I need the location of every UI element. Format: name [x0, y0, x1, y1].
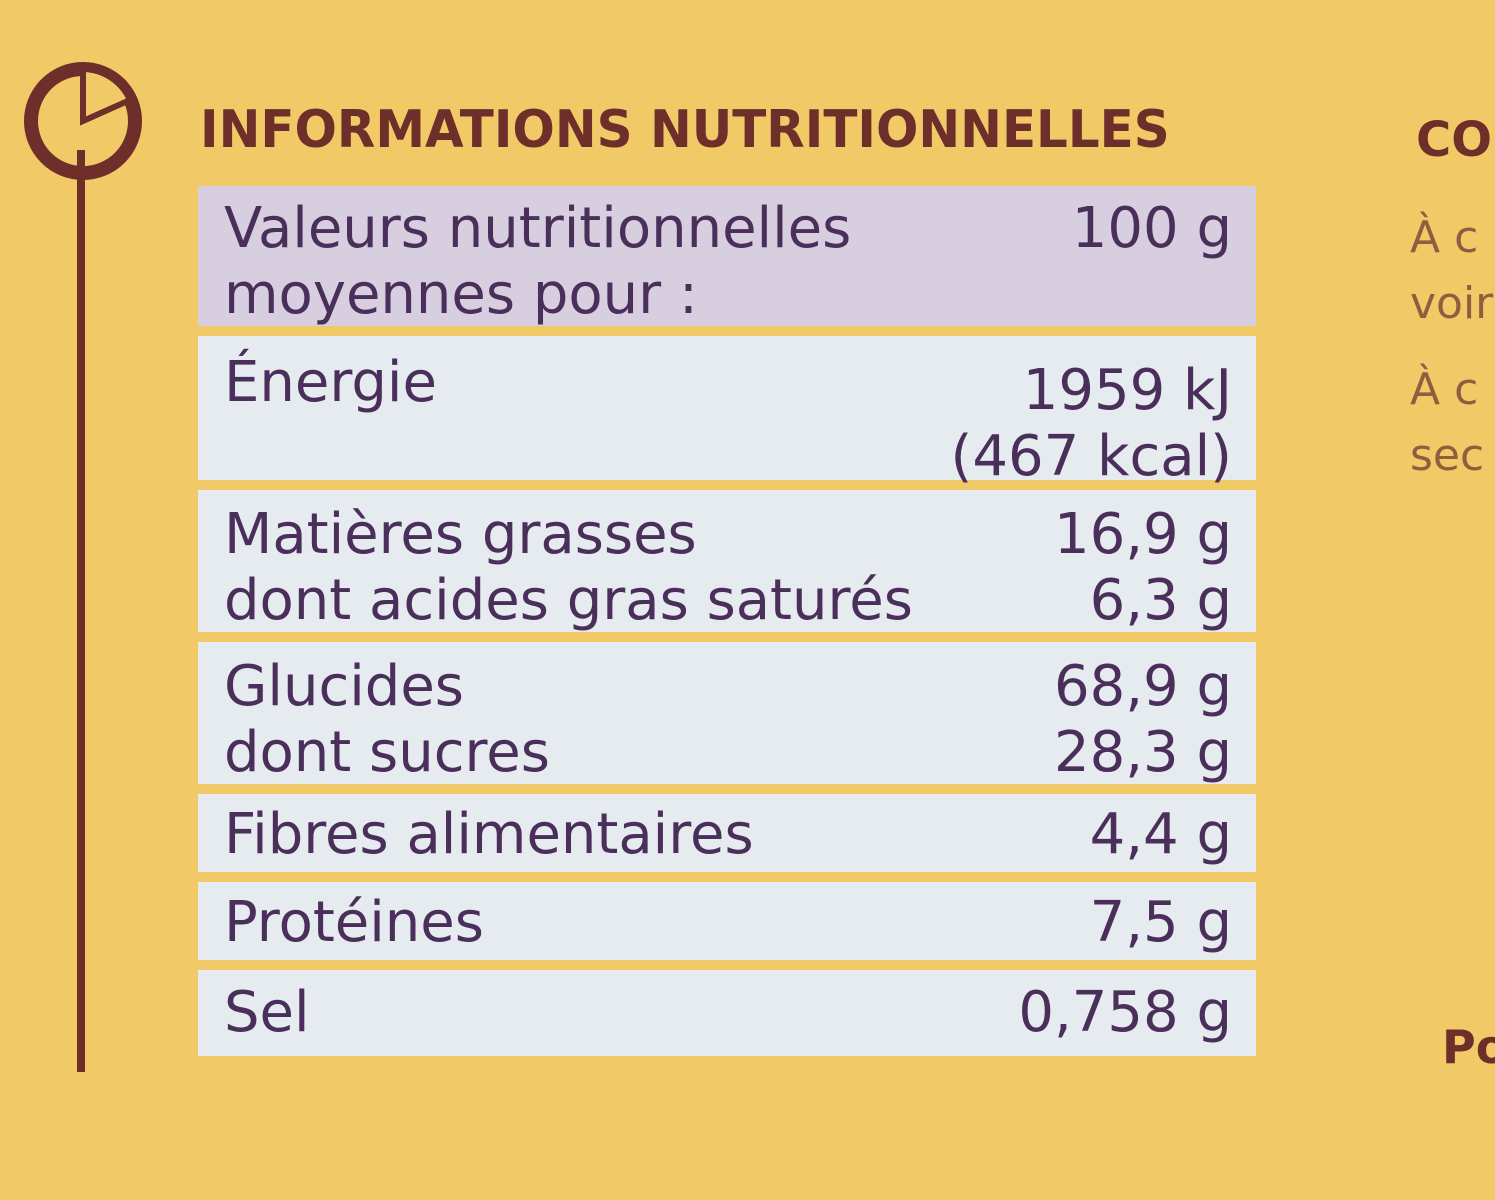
fat-value: 16,9 g 6,3 g	[1053, 502, 1232, 633]
fat-label: Matières grasses dont acides gras saturé…	[224, 502, 913, 633]
side-text-line-1: À c	[1410, 212, 1479, 263]
carbs-label-text: Glucides	[224, 654, 464, 719]
carbs-value: 68,9 g 28,3 g	[1053, 654, 1232, 785]
energy-kj: 1959 kJ	[1022, 358, 1232, 423]
salt-value-text: 0,758 g	[1018, 980, 1232, 1045]
protein-label-text: Protéines	[224, 890, 484, 955]
header-value: 100 g	[1072, 196, 1232, 326]
header-label: Valeurs nutritionnelles moyennes pour :	[224, 196, 852, 327]
salt-label-text: Sel	[224, 980, 310, 1045]
energy-kcal: (467 kcal)	[950, 424, 1232, 489]
protein-label: Protéines	[224, 890, 484, 960]
fat-value-text: 16,9 g	[1053, 502, 1232, 567]
fat-label-text: Matières grasses	[224, 502, 697, 567]
fibre-label: Fibres alimentaires	[224, 802, 754, 872]
table-header-row: Valeurs nutritionnelles moyennes pour : …	[198, 186, 1256, 336]
energy-value: 1959 kJ (467 kcal)	[951, 350, 1232, 489]
table-row-fat: Matières grasses dont acides gras saturé…	[198, 490, 1256, 642]
carbs-value-text: 68,9 g	[1053, 654, 1232, 719]
protein-value-text: 7,5 g	[1089, 890, 1232, 955]
table-row-carbs: Glucides dont sucres 68,9 g 28,3 g	[198, 642, 1256, 794]
table-row-protein: Protéines 7,5 g	[198, 882, 1256, 970]
side-section-heading: CO	[1416, 112, 1493, 168]
fibre-value: 4,4 g	[1090, 802, 1232, 872]
protein-value: 7,5 g	[1090, 890, 1232, 960]
carbs-label: Glucides dont sucres	[224, 654, 550, 785]
fibre-value-text: 4,4 g	[1089, 802, 1232, 867]
pie-chart-icon	[24, 62, 142, 180]
side-text-line-2: voir	[1410, 278, 1494, 329]
table-row-energy: Énergie 1959 kJ (467 kcal)	[198, 336, 1256, 490]
section-heading: INFORMATIONS NUTRITIONNELLES	[200, 100, 1170, 160]
nutrition-table: Valeurs nutritionnelles moyennes pour : …	[198, 186, 1256, 1056]
side-text-line-4: sec	[1410, 430, 1485, 481]
header-value-text: 100 g	[1071, 196, 1232, 261]
table-row-fibre: Fibres alimentaires 4,4 g	[198, 794, 1256, 882]
saturated-fat-label: dont acides gras saturés	[224, 568, 913, 633]
energy-label: Énergie	[224, 350, 437, 480]
sugars-value: 28,3 g	[1053, 720, 1232, 785]
salt-label: Sel	[224, 980, 310, 1056]
table-row-salt: Sel 0,758 g	[198, 970, 1256, 1056]
saturated-fat-value: 6,3 g	[1089, 568, 1232, 633]
energy-label-text: Énergie	[224, 350, 437, 415]
header-label-line-1: Valeurs nutritionnelles	[224, 196, 852, 261]
salt-value: 0,758 g	[1018, 980, 1232, 1056]
header-label-line-2: moyennes pour :	[224, 262, 698, 327]
side-text-line-3: À c	[1410, 364, 1479, 415]
sugars-label: dont sucres	[224, 720, 550, 785]
side-footer-text: Po	[1442, 1020, 1495, 1074]
fibre-label-text: Fibres alimentaires	[224, 802, 754, 867]
timeline-stem	[77, 150, 85, 1072]
